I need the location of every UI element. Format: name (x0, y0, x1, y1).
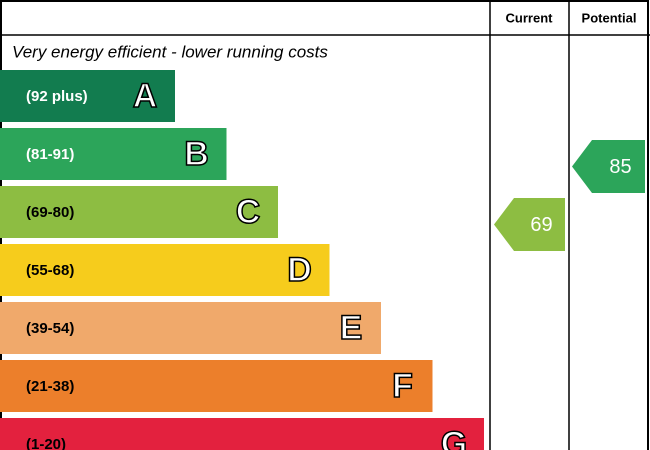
potential-header: Potential (582, 10, 637, 25)
band-letter: C (236, 193, 261, 231)
potential-value: 85 (609, 156, 631, 178)
band-range: (21-38) (26, 378, 74, 395)
band-bar (0, 302, 381, 354)
band-range: (81-91) (26, 146, 74, 163)
band-letter: G (441, 425, 467, 450)
potential-arrow (572, 140, 645, 193)
current-value: 69 (530, 214, 552, 236)
band-range: (55-68) (26, 262, 74, 279)
band-letter: D (287, 251, 312, 289)
band-bar (0, 186, 278, 238)
current-arrow (494, 198, 565, 251)
band-bar (0, 360, 433, 412)
subtitle: Very energy efficient - lower running co… (12, 42, 328, 61)
band-letter: A (133, 77, 158, 115)
band-bar (0, 418, 484, 450)
band-bar (0, 244, 330, 296)
band-range: (1-20) (26, 436, 66, 450)
band-range: (39-54) (26, 320, 74, 337)
band-range: (92 plus) (26, 88, 88, 105)
band-letter: E (340, 309, 363, 347)
band-bar (0, 128, 227, 180)
band-range: (69-80) (26, 204, 74, 221)
band-letter: B (184, 135, 209, 173)
band-letter: F (392, 367, 413, 405)
current-header: Current (506, 10, 554, 25)
band-bar (0, 70, 175, 122)
